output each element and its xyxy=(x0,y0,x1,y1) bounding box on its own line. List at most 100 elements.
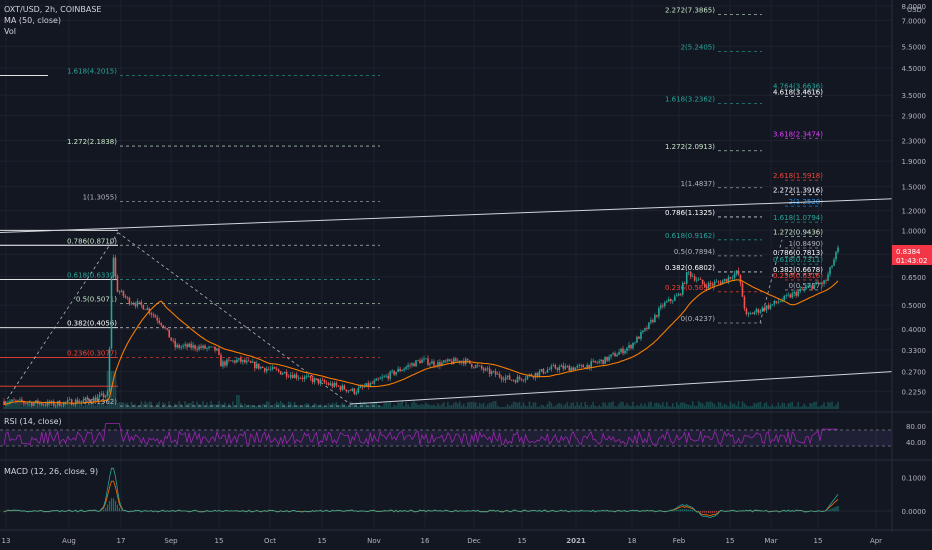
candle xyxy=(265,368,268,372)
macd-histogram-bar xyxy=(325,510,328,512)
volume-bar xyxy=(86,404,89,409)
volume-bar xyxy=(755,403,758,409)
volume-bar xyxy=(733,403,736,409)
volume-bar xyxy=(160,406,163,409)
volume-bar xyxy=(751,405,754,409)
volume-bar xyxy=(673,406,676,409)
candle xyxy=(200,346,202,348)
candle xyxy=(562,365,565,369)
volume-bar xyxy=(457,403,459,409)
macd-histogram-bar xyxy=(351,510,353,512)
volume-bar xyxy=(21,406,23,409)
macd-histogram-bar xyxy=(700,511,702,513)
candle xyxy=(550,366,553,370)
candle xyxy=(204,345,206,349)
candle xyxy=(281,373,284,375)
volume-bar xyxy=(244,403,246,409)
volume-bar xyxy=(146,403,149,409)
volume-bar xyxy=(532,402,535,409)
volume-bar xyxy=(562,406,565,409)
volume-bar xyxy=(35,402,37,409)
candle xyxy=(821,283,823,284)
candle xyxy=(753,311,756,315)
candle xyxy=(212,346,214,348)
volume-bar xyxy=(693,405,696,409)
candle xyxy=(478,365,481,367)
volume-bar xyxy=(478,402,481,409)
volume-bar xyxy=(407,404,409,409)
candle xyxy=(401,370,403,372)
volume-bar xyxy=(522,402,525,409)
fib-level-label: 4.618(3.4616) xyxy=(773,88,823,96)
volume-bar xyxy=(656,402,658,409)
candle xyxy=(777,302,780,303)
fib-level-label: 1.618(3.2362) xyxy=(665,96,715,104)
candle xyxy=(441,362,443,366)
macd-histogram-bar xyxy=(592,510,594,512)
volume-bar xyxy=(118,402,121,409)
volume-bar xyxy=(168,401,171,409)
volume-bar xyxy=(48,406,51,409)
macd-histogram-bar xyxy=(795,510,797,512)
volume-bar xyxy=(566,402,569,409)
volume-bar xyxy=(329,404,332,409)
candle xyxy=(763,307,766,311)
macd-legend: MACD (12, 26, close, 9) xyxy=(4,467,98,476)
volume-bar xyxy=(632,401,634,409)
candle xyxy=(214,346,216,351)
candle xyxy=(598,361,600,363)
candle xyxy=(39,403,41,405)
macd-histogram-bar xyxy=(672,510,674,512)
bar-countdown: 01:43:02 xyxy=(896,257,927,265)
candle xyxy=(439,362,441,366)
volume-bar xyxy=(771,404,774,409)
ma-legend: MA (50, close) xyxy=(4,16,61,25)
volume-bar xyxy=(803,403,805,409)
volume-bar xyxy=(409,406,411,409)
macd-histogram-bar xyxy=(542,510,545,512)
candle xyxy=(654,315,656,323)
price-tick-label: 0.5000 xyxy=(902,302,927,310)
fib-level-label: 1(1.3055) xyxy=(83,194,118,202)
volume-bar xyxy=(654,403,656,409)
macd-histogram-bar xyxy=(524,510,527,512)
volume-bar xyxy=(431,405,433,409)
candle xyxy=(626,347,628,351)
volume-bar xyxy=(140,401,143,409)
candle xyxy=(719,282,722,285)
candle xyxy=(64,401,67,403)
candle xyxy=(564,366,567,369)
candle xyxy=(558,366,561,370)
candle xyxy=(701,279,704,284)
volume-bar xyxy=(447,401,449,409)
volume-bar xyxy=(279,401,282,409)
volume-bar xyxy=(267,401,270,409)
candle xyxy=(196,348,198,350)
volume-bar xyxy=(405,402,407,409)
macd-histogram-bar xyxy=(391,510,393,512)
volume-bar xyxy=(15,403,17,409)
volume-bar xyxy=(777,402,780,409)
volume-bar xyxy=(518,401,521,409)
volume-bar xyxy=(128,406,131,409)
volume-bar xyxy=(333,403,336,409)
candle xyxy=(466,359,469,361)
candle xyxy=(82,399,85,401)
candle xyxy=(554,365,557,369)
macd-histogram-bar xyxy=(319,510,322,512)
candle xyxy=(707,282,710,289)
macd-histogram-bar xyxy=(19,510,21,512)
candle xyxy=(691,276,694,278)
volume-bar xyxy=(92,401,95,409)
fibonacci-levels: 1.618(4.2015) 1.272(2.1838) 1(1.3055) 0.786… xyxy=(0,7,823,407)
volume-bar xyxy=(604,402,606,409)
volume-bar xyxy=(624,405,626,409)
macd-histogram-bar xyxy=(602,510,604,512)
volume-bar xyxy=(50,406,53,409)
candle xyxy=(9,401,11,403)
fib-level-label: 0.382(0.6802) xyxy=(665,264,715,272)
macd-histogram-bar xyxy=(670,510,672,512)
volume-bar xyxy=(120,402,123,409)
macd-histogram-bar xyxy=(674,510,676,512)
